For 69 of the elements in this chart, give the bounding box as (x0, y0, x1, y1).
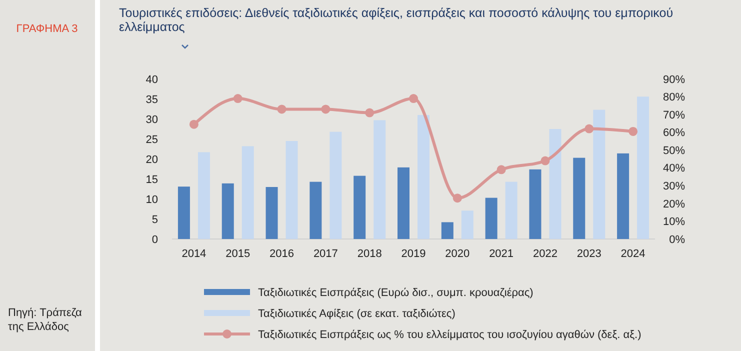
point (365, 108, 374, 118)
bar (198, 152, 210, 239)
bar (374, 120, 386, 239)
x-tick-label: 2017 (313, 248, 338, 260)
bar (549, 129, 562, 239)
y2-tick-label: 80% (662, 92, 686, 104)
bar (485, 198, 498, 239)
x-tick-label: 2022 (532, 248, 558, 260)
bar (398, 167, 410, 239)
bar (222, 183, 234, 239)
y2-tick-label: 30% (662, 180, 686, 193)
y-tick-label: 10 (146, 194, 158, 206)
x-tick-label: 2023 (576, 248, 602, 260)
text: Πηγή: Τράπεζα της Ελλάδος (8, 307, 83, 333)
y2-tick-label: 0% (669, 234, 686, 246)
y-tick-label: 40 (146, 74, 158, 86)
bar (573, 158, 586, 239)
x-tick-label: 2016 (270, 248, 294, 260)
bar (505, 182, 518, 239)
y-tick-label: 15 (146, 174, 158, 186)
legend-label: Ταξιδιωτικές Αφίξεις (σε εκατ. ταξιδιώτες) (258, 308, 456, 320)
text: ΓΡΑΦΗΜΑ 3 (16, 23, 78, 35)
x-tick-label: 2024 (620, 248, 646, 260)
y2-tick-label: 90% (662, 74, 686, 86)
y-tick-label: 5 (152, 214, 158, 226)
y-tick-label: 35 (146, 94, 158, 106)
bar (286, 141, 298, 239)
legend-label: Ταξιδιωτικές Εισπράξεις ως % του ελλείμματος του ισοζυγίου αγαθών (δεξ. αξ.) (258, 328, 642, 341)
point (628, 126, 638, 136)
y2-tick-label: 40% (662, 162, 686, 175)
point (496, 165, 506, 174)
bar (418, 115, 430, 239)
x-tick-label: 2019 (401, 248, 426, 260)
point (584, 124, 594, 134)
x-tick-label: 2021 (489, 248, 514, 260)
bar (637, 96, 650, 239)
bar (617, 153, 630, 239)
bar (242, 146, 254, 239)
y2-tick-label: 70% (662, 109, 686, 122)
bar (461, 210, 474, 239)
bar (593, 110, 606, 239)
bar (441, 222, 454, 239)
y2-tick-label: 10% (662, 216, 686, 228)
bar (330, 132, 342, 239)
y-tick-label: 25 (146, 134, 158, 146)
bar (310, 182, 322, 239)
legend-label: Ταξιδιωτικές Εισπράξεις (Ευρώ δισ., συμπ. κρουαζιέρας) (258, 286, 534, 299)
point (540, 156, 550, 166)
point (189, 120, 198, 129)
bar (266, 187, 278, 239)
y2-tick-label: 60% (662, 127, 686, 140)
chart-title: Τουριστικές επιδόσεις: Διεθνείς ταξιδιωτικές αφίξεις, εισπράξεις και ποσοστό κάλυψης του εμπορικού ελλείμματος (119, 6, 674, 34)
y2-tick-label: 50% (662, 144, 686, 157)
point (321, 104, 330, 114)
bar (178, 186, 190, 239)
bar (354, 176, 366, 239)
y-tick-label: 20 (146, 154, 158, 166)
y2-tick-label: 20% (662, 198, 686, 210)
point (409, 94, 418, 104)
y-tick-label: 30 (146, 114, 158, 126)
y-tick-label: 0 (152, 234, 158, 246)
point (277, 104, 286, 114)
x-tick-label: 2020 (445, 248, 470, 260)
point (233, 94, 242, 104)
bar (529, 169, 542, 239)
point (452, 194, 462, 203)
x-tick-label: 2014 (182, 248, 206, 260)
x-tick-label: 2015 (226, 248, 250, 260)
x-tick-label: 2018 (357, 248, 382, 260)
